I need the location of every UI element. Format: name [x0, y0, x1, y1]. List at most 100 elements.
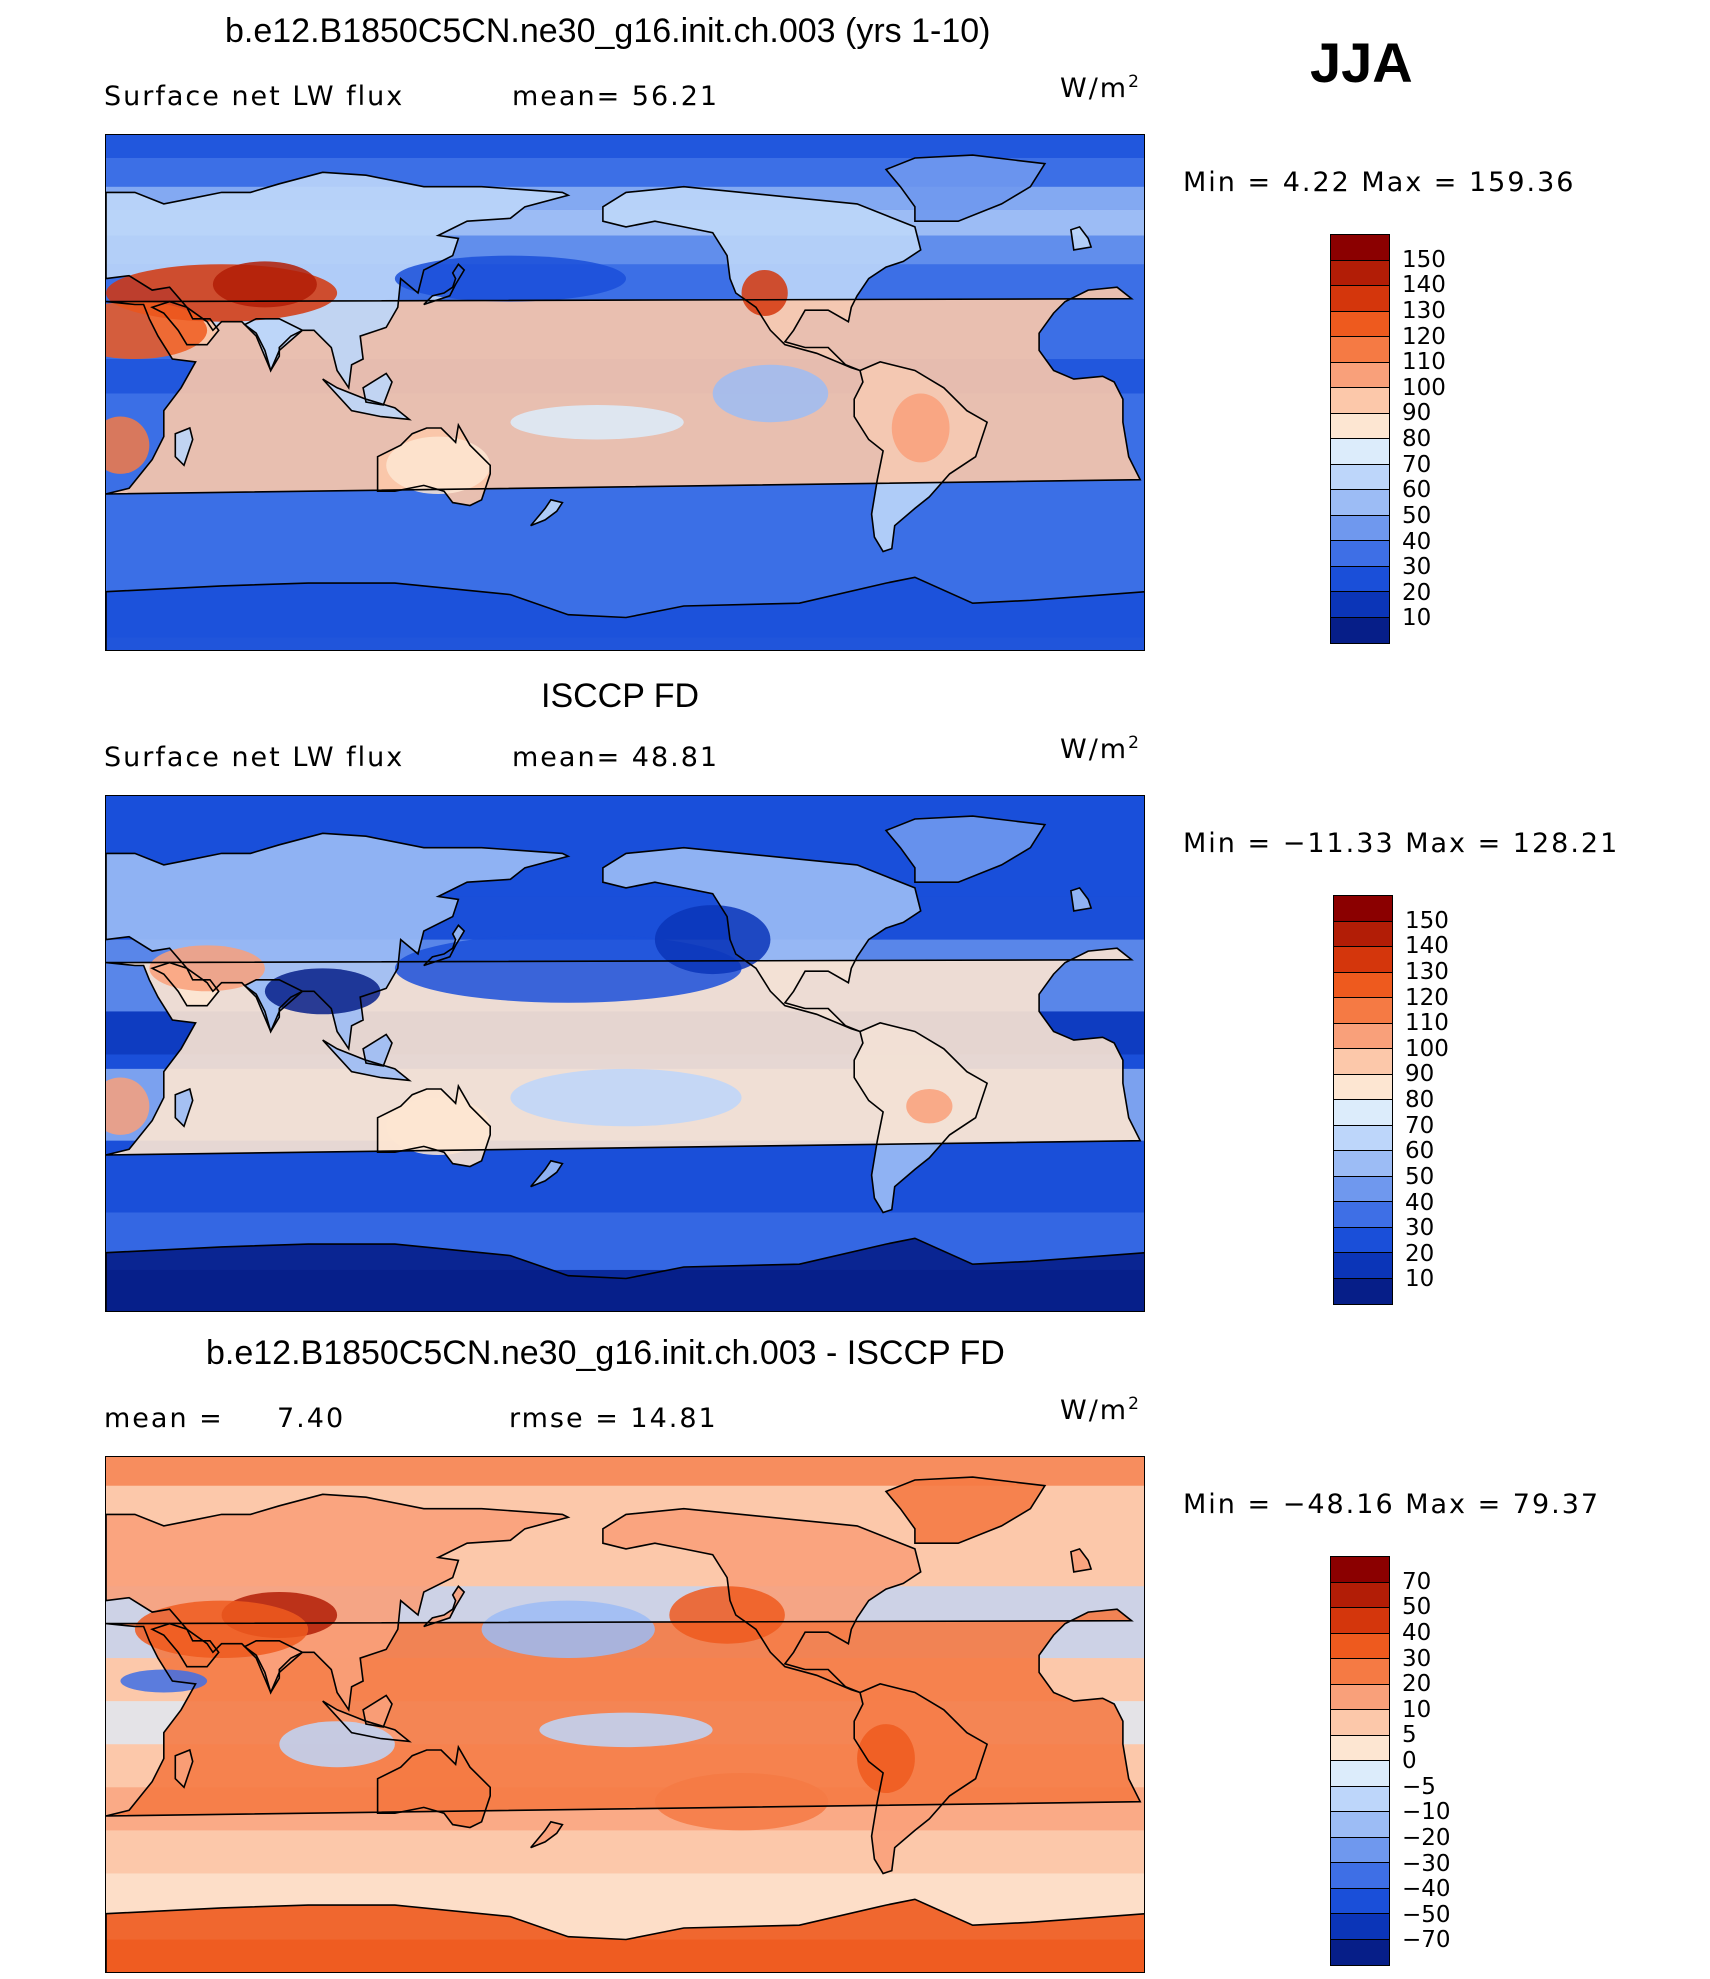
land-australia: [377, 1747, 491, 1828]
panel-1-map: [105, 134, 1145, 651]
land-nz: [530, 499, 563, 526]
field-anomaly: [654, 1772, 829, 1831]
colorbar-swatch: [1334, 947, 1392, 973]
colorbar-tick-label: −20: [1402, 1824, 1451, 1851]
coastline-arabia: [150, 300, 220, 346]
panel-2-minmax: Min = −11.33 Max = 128.21: [1183, 828, 1620, 859]
colorbar-swatch: [1331, 1710, 1389, 1736]
colorbar-swatch: [1334, 921, 1392, 947]
coastline-africa: [106, 286, 1142, 495]
colorbar-tick-label: −50: [1402, 1901, 1451, 1928]
field-anomaly: [394, 933, 742, 1003]
coastline-borneo: [362, 1033, 393, 1067]
coastline-northAmerica: [602, 846, 922, 1033]
colorbar-swatch: [1331, 413, 1389, 439]
colorbar-tick-label: 90: [1405, 1061, 1435, 1088]
coastline-eurasia: [106, 1493, 571, 1713]
colorbar-swatch: [1331, 515, 1389, 541]
land-antarctica: [106, 1899, 1144, 1972]
coastline-africa: [106, 1608, 1142, 1817]
colorbar-tick-label: 140: [1402, 272, 1446, 299]
coastline-greenland: [884, 815, 1047, 883]
colorbar-tick-label: 50: [1402, 502, 1432, 529]
field-anomaly: [510, 404, 684, 440]
colorbar-tick-label: 40: [1402, 528, 1432, 555]
panel-3-colorbar: [1330, 1556, 1390, 1966]
land-india: [244, 318, 303, 371]
coastline-northAmerica: [602, 185, 922, 372]
panel-1-colorbar: [1330, 234, 1390, 644]
panel-2-mean: mean= 48.81: [512, 742, 720, 773]
land-uk: [1070, 887, 1092, 911]
land-borneo: [363, 1034, 392, 1066]
coastline-borneo: [362, 1694, 393, 1728]
colorbar-tick-label: 90: [1402, 400, 1432, 427]
coastline-uk: [1070, 1547, 1093, 1573]
field-anomaly: [106, 416, 150, 474]
panel-1-units: W/m2: [1060, 72, 1141, 104]
colorbar-swatch: [1334, 1125, 1392, 1151]
colorbar-tick-label: 80: [1402, 426, 1432, 452]
land-greenland: [886, 1477, 1045, 1544]
field-anomaly: [386, 436, 491, 495]
colorbar-tick-label: 50: [1402, 1594, 1432, 1621]
panel-3-units: W/m2: [1060, 1394, 1141, 1426]
colorbar-swatch: [1331, 1812, 1389, 1838]
colorbar-tick-label: 150: [1402, 246, 1446, 273]
colorbar-swatch: [1331, 541, 1389, 567]
field-anomaly: [712, 364, 829, 423]
colorbar-tick-label: 10: [1402, 605, 1432, 632]
colorbar-swatch: [1331, 1633, 1389, 1659]
panel-2-colorbar: [1333, 895, 1393, 1305]
coastline-africa: [106, 947, 1142, 1156]
colorbar-tick-label: 5: [1402, 1722, 1417, 1749]
colorbar-tick-label: 60: [1405, 1138, 1435, 1165]
coastline-nz: [530, 1820, 564, 1849]
coastline-india: [243, 1640, 305, 1695]
panel-2-units: W/m2: [1060, 733, 1141, 765]
land-antarctica: [106, 577, 1144, 650]
panel-3-rmse: rmse = 14.81: [509, 1403, 718, 1434]
panel-1-minmax: Min = 4.22 Max = 159.36: [1183, 167, 1576, 198]
coastline-japan: [423, 924, 466, 967]
colorbar-swatch: [1334, 896, 1392, 922]
land-uk: [1070, 1548, 1092, 1572]
coastline-antarctica: [106, 1237, 1144, 1311]
colorbar-swatch: [1334, 1278, 1392, 1304]
panel-3-mean-value: 7.40: [277, 1403, 346, 1434]
colorbar-swatch: [1331, 1863, 1389, 1889]
colorbar-swatch: [1331, 388, 1389, 414]
field-anomaly: [386, 1097, 491, 1156]
colorbar-swatch: [1331, 464, 1389, 490]
colorbar-swatch: [1331, 362, 1389, 388]
coastline-indonesia: [322, 1039, 412, 1082]
colorbar-swatch: [1331, 260, 1389, 286]
land-uk: [1070, 226, 1092, 250]
field-anomaly: [264, 968, 381, 1015]
land-madagascar: [175, 428, 193, 466]
panel-3-title: b.e12.B1850C5CN.ne30_g16.init.ch.003 - I…: [206, 1334, 1005, 1372]
coastline-antarctica: [106, 1898, 1144, 1972]
colorbar-tick-label: 140: [1405, 933, 1449, 960]
colorbar-tick-label: 20: [1402, 579, 1432, 606]
coastline-southAmerica: [853, 361, 989, 553]
colorbar-tick-label: 70: [1405, 1112, 1435, 1139]
field-anomaly: [857, 1724, 915, 1794]
colorbar-tick-label: 110: [1405, 1010, 1449, 1037]
coastline-australia: [376, 422, 492, 507]
field-anomaly: [891, 393, 950, 463]
coastline-southAmerica: [853, 1022, 989, 1214]
colorbar-swatch: [1331, 1939, 1389, 1965]
panel-3-mean-label: mean =: [104, 1403, 224, 1434]
colorbar-swatch: [1331, 490, 1389, 516]
field-anomaly: [481, 1600, 655, 1659]
coastline-nz: [530, 1159, 564, 1188]
colorbar-tick-label: 100: [1405, 1035, 1449, 1062]
season-label: JJA: [1310, 31, 1413, 94]
coastline-madagascar: [174, 1087, 194, 1128]
colorbar-tick-label: 130: [1405, 958, 1449, 985]
colorbar-tick-label: 70: [1402, 1568, 1432, 1595]
colorbar-swatch: [1334, 1100, 1392, 1126]
colorbar-swatch: [1331, 566, 1389, 592]
panel-3-map: [105, 1456, 1145, 1973]
